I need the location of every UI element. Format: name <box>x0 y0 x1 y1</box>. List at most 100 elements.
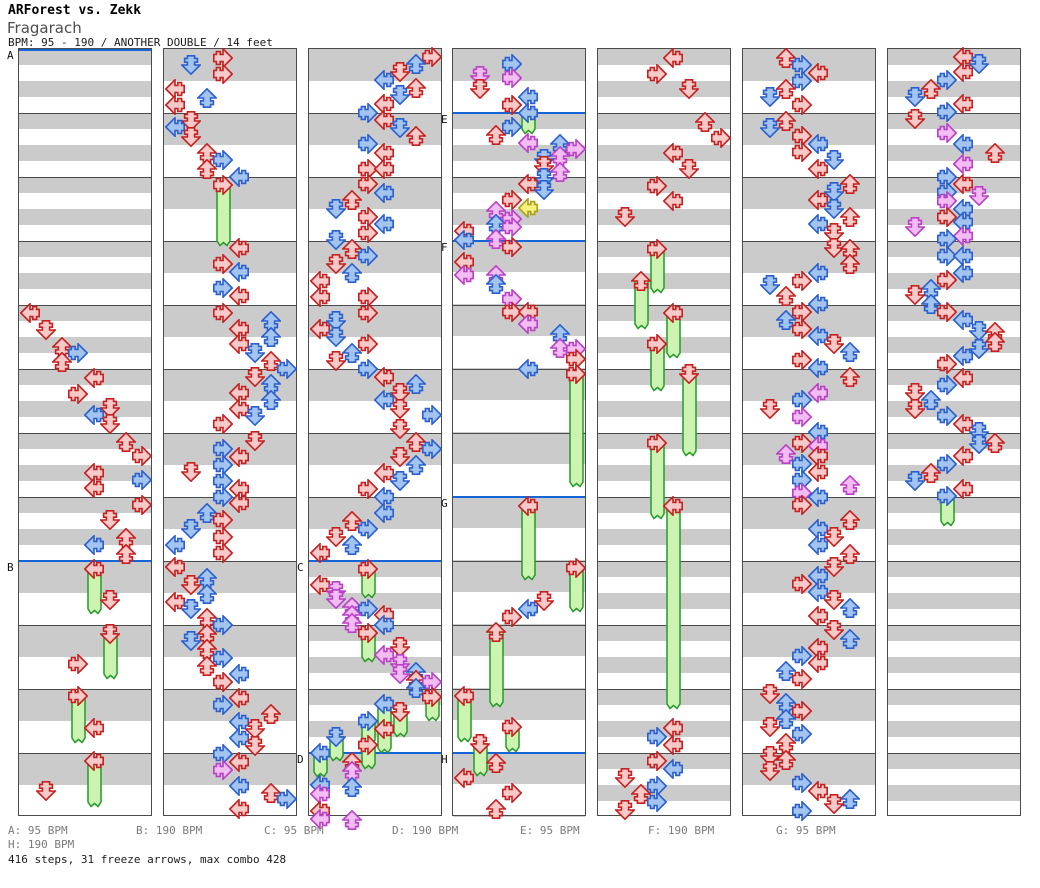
measure-line <box>888 753 1020 754</box>
note-down-arrow <box>390 664 410 684</box>
note-up-arrow <box>52 352 72 372</box>
note-down-arrow <box>390 118 410 138</box>
note-left-arrow <box>454 252 474 272</box>
note-right-arrow <box>792 574 812 594</box>
note-right-arrow <box>792 55 812 75</box>
note-down-arrow <box>760 87 780 107</box>
beat-band <box>19 81 151 97</box>
note-down-arrow <box>326 589 346 609</box>
note-right-arrow <box>422 405 442 425</box>
note-up-arrow <box>840 629 860 649</box>
measure-line <box>164 113 296 114</box>
beat-band <box>19 337 151 353</box>
note-right-arrow <box>792 126 812 146</box>
measure-line <box>743 433 875 434</box>
freeze-body <box>70 695 86 744</box>
note-left-arrow <box>229 319 249 339</box>
measure-line <box>309 177 441 178</box>
note-down-arrow <box>245 367 265 387</box>
note-left-arrow <box>229 262 249 282</box>
note-down-arrow <box>760 275 780 295</box>
note-left-arrow <box>953 479 973 499</box>
note-left-arrow <box>165 557 185 577</box>
note-left-arrow <box>84 718 104 738</box>
note-up-arrow <box>776 48 796 68</box>
note-down-arrow <box>824 238 844 258</box>
note-down-arrow <box>470 79 490 99</box>
note-right-arrow <box>937 207 957 227</box>
note-down-arrow <box>760 746 780 766</box>
note-down-arrow <box>470 66 490 86</box>
note-left-arrow <box>808 653 828 673</box>
note-left-arrow <box>374 503 394 523</box>
note-down-arrow <box>534 180 554 200</box>
note-up-arrow <box>342 343 362 363</box>
note-left-arrow <box>808 159 828 179</box>
note-up-arrow <box>776 310 796 330</box>
note-down-arrow <box>100 414 120 434</box>
measure-line <box>743 177 875 178</box>
measure-line <box>164 369 296 370</box>
note-left-arrow <box>374 463 394 483</box>
note-down-arrow <box>824 590 844 610</box>
note-left-arrow <box>20 303 40 323</box>
note-right-arrow <box>213 303 233 323</box>
note-left-arrow <box>518 599 538 619</box>
note-down-arrow <box>824 150 844 170</box>
beat-band <box>888 753 1020 769</box>
measure-line <box>164 561 296 562</box>
beat-band <box>19 625 151 657</box>
note-left-arrow <box>374 645 394 665</box>
note-left-arrow <box>84 559 104 579</box>
note-left-arrow <box>953 154 973 174</box>
note-left-arrow <box>518 314 538 334</box>
measure-line <box>309 689 441 690</box>
note-right-arrow <box>792 801 812 821</box>
note-up-arrow <box>776 286 796 306</box>
note-up-arrow <box>342 263 362 283</box>
measure-line <box>19 433 151 434</box>
note-right-arrow <box>792 669 812 689</box>
note-right-arrow <box>937 354 957 374</box>
chart-area: A B C D E F G H <box>7 47 1021 830</box>
beat-band <box>19 113 151 129</box>
measure-line <box>598 561 730 562</box>
note-down-arrow <box>679 79 699 99</box>
note-up-arrow <box>406 54 426 74</box>
note-left-arrow <box>374 94 394 114</box>
note-up-arrow <box>342 777 362 797</box>
note-left-arrow <box>808 487 828 507</box>
measure-line <box>19 369 151 370</box>
note-up-arrow <box>840 254 860 274</box>
note-down-arrow <box>390 447 410 467</box>
note-up-arrow <box>695 112 715 132</box>
note-left-arrow <box>229 286 249 306</box>
note-down-arrow <box>326 199 346 219</box>
note-down-arrow <box>326 527 346 547</box>
section-line-a <box>19 49 151 51</box>
note-right-arrow <box>502 607 522 627</box>
measure-line <box>743 561 875 562</box>
note-left-arrow <box>165 95 185 115</box>
note-right-arrow <box>213 64 233 84</box>
note-left-arrow <box>374 694 394 714</box>
note-left-arrow <box>808 638 828 658</box>
measure-line <box>888 369 1020 370</box>
note-right-arrow <box>213 414 233 434</box>
note-down-arrow <box>36 781 56 801</box>
note-up-arrow <box>631 271 651 291</box>
note-down-arrow <box>905 109 925 129</box>
note-right-arrow <box>422 687 442 707</box>
note-left-arrow <box>518 302 538 322</box>
note-left-arrow <box>663 496 683 516</box>
note-left-arrow <box>310 809 330 829</box>
note-right-arrow <box>502 54 522 74</box>
note-left-arrow <box>663 735 683 755</box>
measure-line <box>598 113 730 114</box>
note-up-arrow <box>631 784 651 804</box>
legend-section-f: F: 190 BPM <box>648 824 715 837</box>
freeze-body <box>215 184 231 247</box>
note-left-arrow <box>808 63 828 83</box>
chart-column-7 <box>887 47 1021 816</box>
